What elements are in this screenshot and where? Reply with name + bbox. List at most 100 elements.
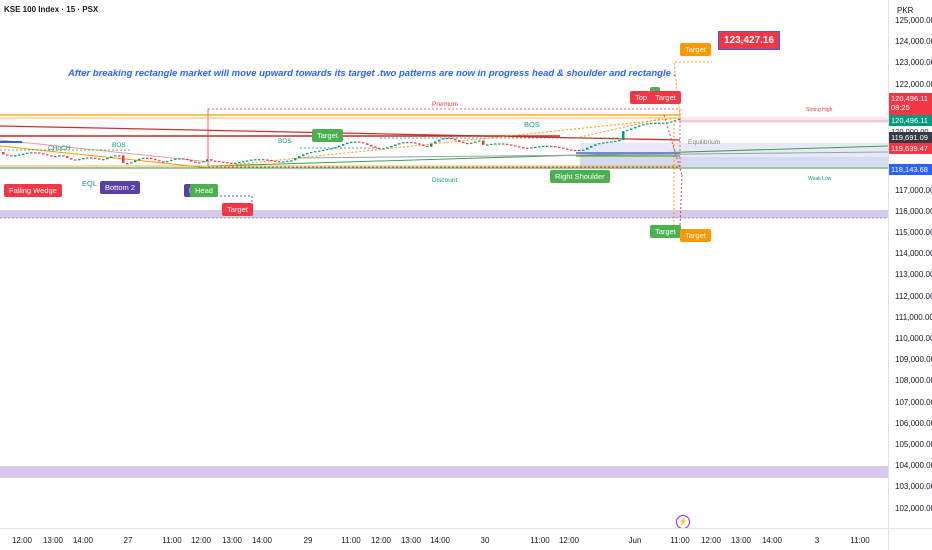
candle	[170, 159, 173, 161]
candle	[386, 147, 389, 149]
candle	[582, 149, 585, 151]
target-big-badge[interactable]: Target	[680, 43, 711, 56]
candle	[370, 144, 373, 147]
candle	[558, 146, 561, 148]
price-tick-label: 116,000.00	[895, 206, 932, 216]
countdown-value: 08:25	[891, 103, 910, 112]
target-value-callout[interactable]: 123,427.16	[718, 31, 781, 50]
candle	[418, 143, 421, 145]
last-price-tag: 120,496.11 08:25	[889, 93, 932, 117]
candle	[310, 151, 313, 154]
candle	[454, 138, 457, 141]
candle	[638, 125, 641, 127]
candle	[578, 149, 581, 152]
time-tick-label: 14:00	[761, 536, 783, 545]
time-tick-label: 13:00	[42, 536, 64, 545]
bottom2-badge[interactable]: Bottom 2	[100, 181, 141, 194]
candle	[322, 149, 325, 152]
candle	[542, 145, 545, 148]
price-tick-label: 114,000.00	[895, 249, 932, 259]
candle	[398, 143, 401, 145]
candle	[266, 159, 269, 161]
candle	[98, 158, 101, 160]
candle	[246, 160, 249, 162]
target-down-orange-badge[interactable]: Target	[680, 229, 711, 242]
candle	[678, 118, 681, 121]
candle	[302, 154, 305, 157]
candle	[566, 148, 569, 150]
target-projection-down-red-2	[679, 174, 683, 226]
time-tick-label: 3	[814, 536, 820, 545]
purple-zone-lower	[0, 466, 888, 478]
time-tick-label: 11:00	[850, 536, 870, 545]
time-tick-label: 29	[303, 536, 313, 545]
bos-label-2: BOS	[278, 138, 292, 145]
target-down-green-badge[interactable]: Target	[650, 225, 681, 238]
candle	[242, 161, 245, 163]
candle	[134, 160, 137, 163]
price-tick-label: 112,000.00	[895, 291, 932, 301]
price-tick-label: 115,000.00	[895, 228, 932, 237]
candle	[562, 147, 565, 149]
candle	[210, 159, 213, 161]
candle	[658, 122, 661, 124]
target-low-badge[interactable]: Target	[222, 203, 253, 216]
candle	[378, 147, 381, 149]
chart-canvas[interactable]	[0, 0, 888, 528]
time-tick-label: 12:00	[558, 536, 580, 545]
candle	[258, 159, 261, 161]
candle	[486, 144, 489, 146]
right-shoulder-badge[interactable]: Right Shoulder	[550, 170, 610, 183]
candle	[346, 142, 349, 145]
candle	[26, 152, 29, 154]
candle	[230, 162, 233, 164]
head-badge[interactable]: Head	[190, 184, 218, 197]
time-tick-label: 12:00	[11, 536, 33, 545]
time-tick-label: Jun	[628, 536, 642, 545]
candle	[70, 158, 73, 160]
target-top-badge[interactable]: Target	[650, 91, 681, 104]
bos-label-1: BOS	[112, 142, 126, 149]
pink-line	[0, 139, 211, 163]
candle	[38, 152, 41, 154]
time-tick-label: 12:00	[190, 536, 212, 545]
chart-area[interactable]: KSE 100 Index · 15 · PSX After breaking …	[0, 0, 888, 528]
price-tick-label: 124,000.00	[895, 37, 932, 47]
price-tick-label: 110,000.00	[895, 334, 932, 343]
falling-wedge-badge[interactable]: Falling Wedge	[4, 184, 62, 197]
time-tick-label: 14:00	[429, 536, 451, 545]
time-tick-label: 14:00	[72, 536, 94, 545]
candle	[122, 155, 125, 164]
grey-trend	[299, 151, 888, 159]
time-axis[interactable]: 12:00 13:00 14:00 27 11:00 12:00 13:00 14:00 29 1…	[0, 528, 888, 550]
lightning-icon[interactable]: ⚡	[676, 515, 690, 528]
price-axis[interactable]: PKR 125,000.00 124,000.00 123,000.00 122,00…	[888, 0, 932, 528]
top-badge[interactable]: Top	[630, 91, 653, 104]
candle	[158, 160, 161, 162]
candle	[426, 145, 429, 148]
candle	[382, 148, 385, 150]
candle	[374, 146, 377, 148]
candle	[514, 145, 517, 147]
target-mid-badge[interactable]: Target	[312, 129, 343, 142]
price-tick-label: 106,000.00	[895, 418, 932, 428]
candle	[270, 160, 273, 162]
candle	[338, 145, 341, 148]
candle	[150, 157, 153, 160]
candle	[422, 144, 425, 146]
time-tick-label: 13:00	[730, 536, 752, 545]
candle	[218, 161, 221, 163]
candle	[330, 148, 333, 150]
candle	[186, 158, 189, 161]
candle	[518, 146, 521, 148]
candle	[358, 141, 361, 143]
candle	[250, 159, 253, 161]
candle	[90, 157, 93, 159]
candle	[6, 154, 9, 156]
time-tick-label: 27	[123, 536, 133, 545]
candle	[66, 156, 69, 159]
candle	[654, 122, 657, 124]
premium-box	[207, 108, 681, 168]
candle	[222, 161, 225, 163]
candle	[362, 142, 365, 144]
